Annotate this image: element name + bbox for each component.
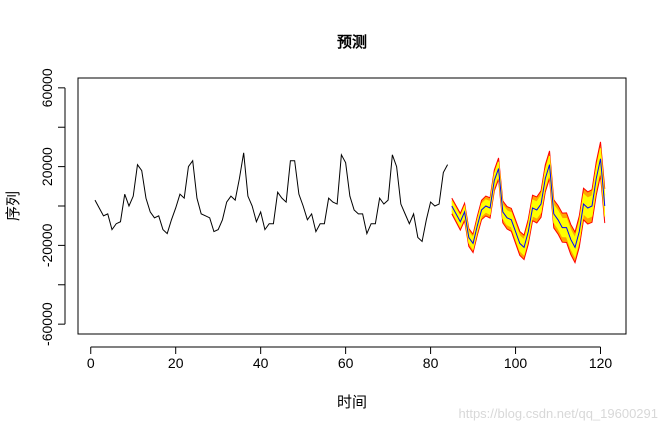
prediction-band-layer — [451, 141, 606, 265]
chart-title: 预测 — [337, 33, 367, 51]
band-edge-upper-80 — [451, 148, 606, 241]
x-tick-label: 40 — [253, 355, 269, 371]
plot-area-frame — [77, 77, 627, 335]
y-tick-label: -20000 — [39, 223, 55, 267]
series-line-layer — [94, 152, 606, 249]
x-tick-label: 60 — [338, 355, 354, 371]
band-edge-lower-95 — [451, 175, 606, 265]
x-tick-label: 80 — [423, 355, 439, 371]
axis-layer: 0 20 40 60 80 100 120 -60000 -20000 20000 60000 — [39, 68, 612, 371]
x-tick-label: 0 — [87, 355, 95, 371]
y-axis-title: 序列 — [5, 191, 22, 221]
y-tick-label: 20000 — [39, 147, 55, 186]
x-tick-label: 100 — [504, 355, 528, 371]
band-edge-upper-95 — [451, 141, 606, 237]
x-tick-label: 120 — [589, 355, 613, 371]
forecast-line — [451, 158, 606, 249]
y-tick-label: -60000 — [39, 302, 55, 346]
prediction-band-80 — [451, 148, 605, 257]
watermark: https://blog.csdn.net/qq_19600291 — [459, 406, 659, 421]
y-tick-label: 60000 — [39, 68, 55, 107]
x-tick-label: 20 — [168, 355, 184, 371]
history-line — [94, 152, 449, 243]
band-edge-lower-80 — [451, 169, 606, 259]
x-axis-title: 时间 — [337, 394, 367, 411]
